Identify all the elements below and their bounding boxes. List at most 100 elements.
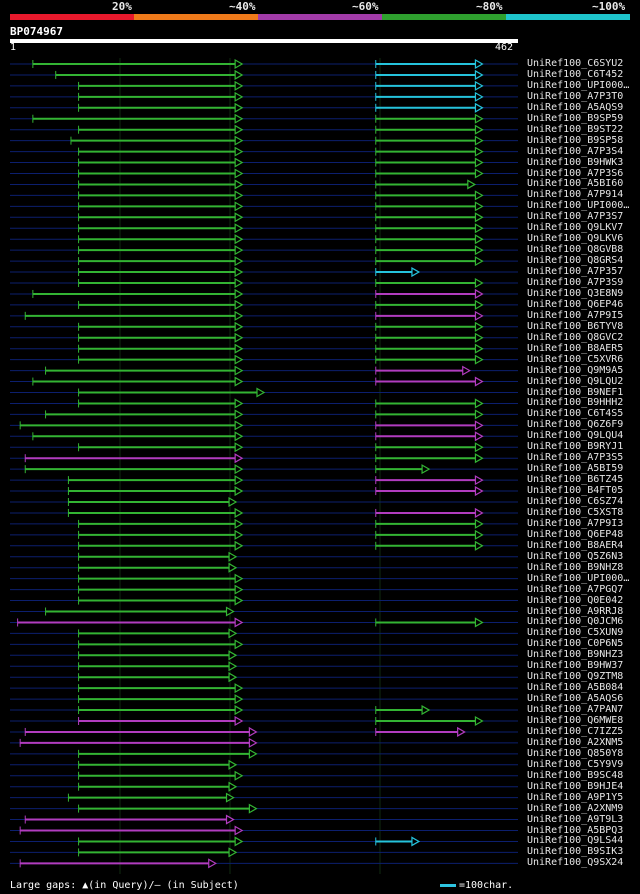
hit-label[interactable]: UniRef100_B9NHZ3 [527, 649, 624, 661]
hit-label[interactable]: UniRef100_A2XNM9 [527, 802, 624, 814]
hit-label[interactable]: UniRef100_B9HW37 [527, 660, 624, 672]
hit-label[interactable]: UniRef100_A7P3T0 [527, 90, 624, 102]
hit-label[interactable]: UniRef100_A7P3S4 [527, 145, 624, 157]
hit-label[interactable]: UniRef100_C0P6N5 [527, 638, 624, 650]
hit-label[interactable]: UniRef100_Q8GVC2 [527, 331, 624, 343]
hit-label[interactable]: UniRef100_A7PAN7 [527, 704, 624, 716]
hit-label[interactable]: UniRef100_Q6EP46 [527, 298, 624, 310]
segment-end-arrow [474, 69, 484, 80]
hit-label[interactable]: UniRef100_C5XUN9 [527, 627, 624, 639]
hit-label[interactable]: UniRef100_Q0E042 [527, 594, 624, 606]
hit-label[interactable]: UniRef100_B9HJE4 [527, 780, 624, 792]
hit-label[interactable]: UniRef100_Q9LKV7 [527, 222, 624, 234]
hit-label[interactable]: UniRef100_Q9LQU2 [527, 375, 624, 387]
hit-label[interactable]: UniRef100_B8AER4 [527, 539, 624, 551]
segment-end-arrow [234, 595, 244, 606]
hit-label[interactable]: UniRef100_A5AQS6 [527, 693, 624, 705]
segment-end-arrow [234, 836, 244, 847]
hit-label[interactable]: UniRef100_C6T452 [527, 68, 624, 80]
hit-label[interactable]: UniRef100_Q9ZTM8 [527, 671, 624, 683]
hit-label[interactable]: UniRef100_A9P1Y5 [527, 791, 624, 803]
segment-end-arrow [474, 321, 484, 332]
segment-end-arrow [474, 343, 484, 354]
hit-label[interactable]: UniRef100_B8AER5 [527, 342, 624, 354]
segment-end-arrow [228, 781, 238, 792]
hit-label[interactable]: UniRef100_A9RRJ8 [527, 605, 624, 617]
hit-label[interactable]: UniRef100_A7P3S5 [527, 452, 624, 464]
hit-label[interactable]: UniRef100_Q850Y8 [527, 747, 624, 759]
hit-label[interactable]: UniRef100_A5BI60 [527, 178, 624, 190]
hit-label[interactable]: UniRef100_A7P9I3 [527, 517, 624, 529]
segment-end-arrow [234, 135, 244, 146]
hit-label[interactable]: UniRef100_Q3E8N9 [527, 287, 624, 299]
segment-end-arrow [474, 234, 484, 245]
segment-end-arrow [248, 726, 258, 737]
hit-label[interactable]: UniRef100_B9NHZ8 [527, 561, 624, 573]
segment-end-arrow [234, 223, 244, 234]
segment-end-arrow [462, 365, 471, 376]
hit-label[interactable]: UniRef100_A9T9L3 [527, 813, 624, 825]
hit-label[interactable]: UniRef100_A2XNM5 [527, 736, 624, 748]
hit-label[interactable]: UniRef100_A7P9I5 [527, 309, 624, 321]
hit-label[interactable]: UniRef100_B9NEF1 [527, 386, 624, 398]
hit-label[interactable]: UniRef100_A5B084 [527, 682, 624, 694]
scale-text: =100char. [459, 880, 514, 891]
hit-label[interactable]: UniRef100_Q8GVB8 [527, 244, 624, 256]
hit-label[interactable]: UniRef100_Q9M9A5 [527, 364, 624, 376]
hit-label[interactable]: UniRef100_B9SIK3 [527, 846, 624, 858]
hit-label[interactable]: UniRef100_A7P3S6 [527, 167, 624, 179]
segment-end-arrow [474, 223, 484, 234]
hit-label[interactable]: UniRef100_UPI000… [527, 200, 630, 212]
hit-label[interactable]: UniRef100_B9ST22 [527, 123, 624, 135]
query-id: BP074967 [10, 25, 63, 38]
segment-end-arrow [248, 803, 258, 814]
hit-label[interactable]: UniRef100_C5XVR6 [527, 353, 624, 365]
segment-end-arrow [234, 694, 244, 705]
hit-label[interactable]: UniRef100_B4FT05 [527, 485, 624, 497]
hit-label[interactable]: UniRef100_Q8GRS4 [527, 255, 624, 267]
segment-end-arrow [234, 715, 244, 727]
hit-label[interactable]: UniRef100_B9SP59 [527, 112, 624, 124]
hit-label[interactable]: UniRef100_A7P3S7 [527, 211, 624, 223]
hit-label[interactable]: UniRef100_B9HWK3 [527, 156, 624, 168]
segment-end-arrow [234, 146, 244, 157]
hit-label[interactable]: UniRef100_B9SP58 [527, 134, 624, 146]
hit-label[interactable]: UniRef100_Q5Z6N3 [527, 550, 624, 562]
segment-end-arrow [467, 179, 477, 190]
segment-end-arrow [474, 376, 484, 387]
hit-label[interactable]: UniRef100_C7IZZ5 [527, 725, 624, 737]
hit-label[interactable]: UniRef100_C5Y9V9 [527, 758, 624, 770]
hit-label[interactable]: UniRef100_Q9LKV6 [527, 233, 624, 245]
legend-color-cyan [506, 14, 630, 20]
hit-label[interactable]: UniRef100_B9RYJ1 [527, 441, 624, 453]
hit-label[interactable]: UniRef100_UPI000… [527, 572, 630, 584]
hit-label[interactable]: UniRef100_A5BI59 [527, 463, 624, 475]
segment-end-arrow [234, 102, 244, 113]
hit-label[interactable]: UniRef100_C6SYU2 [527, 58, 624, 69]
hit-label[interactable]: UniRef100_Q6EP48 [527, 528, 624, 540]
scale-swatch [440, 883, 456, 887]
hit-label[interactable]: UniRef100_A5AQS9 [527, 101, 624, 113]
segment-end-arrow [234, 376, 244, 387]
hit-label[interactable]: UniRef100_A7P914 [527, 189, 624, 201]
hit-label[interactable]: UniRef100_Q9LS44 [527, 835, 624, 847]
hit-label[interactable]: UniRef100_Q9LQU4 [527, 430, 624, 442]
hit-label[interactable]: UniRef100_C5XST8 [527, 506, 624, 518]
hit-label[interactable]: UniRef100_UPI000… [527, 79, 630, 91]
hit-label[interactable]: UniRef100_Q9SX24 [527, 857, 624, 869]
hit-label[interactable]: UniRef100_C6T4S5 [527, 408, 624, 420]
hit-label[interactable]: UniRef100_Q6MWE8 [527, 715, 624, 726]
hit-label[interactable]: UniRef100_B6TYV8 [527, 320, 624, 332]
hit-label[interactable]: UniRef100_C6SZ74 [527, 496, 624, 507]
hit-label[interactable]: UniRef100_A7P357 [527, 266, 624, 278]
hit-label[interactable]: UniRef100_A7PGQ7 [527, 583, 624, 595]
hit-label[interactable]: UniRef100_A7P3S9 [527, 277, 624, 288]
hit-label[interactable]: UniRef100_B9SC48 [527, 769, 624, 781]
segment-end-arrow [234, 157, 244, 168]
hit-label[interactable]: UniRef100_B6TZ45 [527, 474, 624, 486]
hit-label[interactable]: UniRef100_Q0JCM6 [527, 616, 624, 628]
hit-label[interactable]: UniRef100_A5BPQ3 [527, 824, 624, 836]
segment-end-arrow [421, 464, 431, 475]
hit-label[interactable]: UniRef100_Q6Z6F9 [527, 419, 624, 431]
hit-label[interactable]: UniRef100_B9HHH2 [527, 397, 624, 409]
